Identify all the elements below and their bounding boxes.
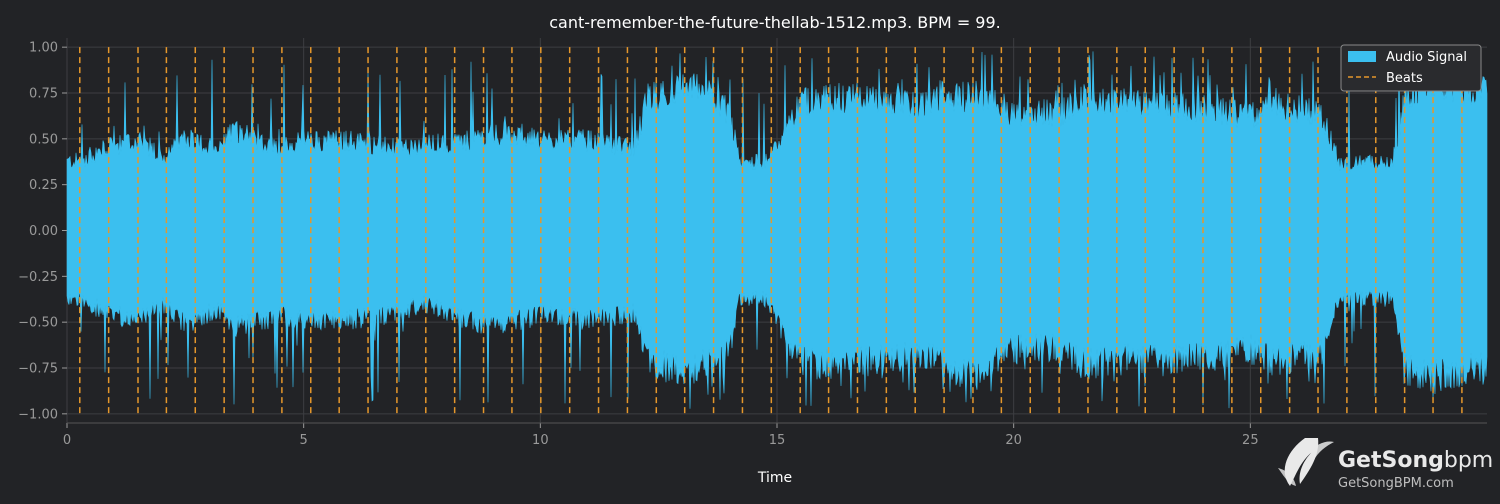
chart-title: cant-remember-the-future-thellab-1512.mp… — [549, 13, 1001, 32]
bird-logo-icon — [1278, 438, 1334, 486]
brand-getsong: GetSong — [1338, 448, 1444, 473]
x-tick-label: 10 — [532, 433, 549, 448]
x-tick-label: 15 — [769, 433, 786, 448]
brand-bpm: bpm — [1444, 448, 1493, 473]
brand-url: GetSongBPM.com — [1338, 476, 1454, 491]
y-tick-label: 0.25 — [29, 178, 58, 193]
y-tick-label: 1.00 — [29, 41, 58, 56]
axes: 1.00 0.75 0.50 0.25 0.00 −0.25 −0.50 −0.75 −1.00… — [18, 41, 1487, 448]
audio-signal-series — [66, 51, 1488, 409]
getsongbpm-watermark: GetSongbpm GetSongBPM.com — [1278, 438, 1493, 491]
audio-signal-waveform — [66, 51, 1488, 409]
brand-text: GetSongbpm — [1338, 448, 1493, 473]
y-tick-label: −0.75 — [18, 362, 58, 377]
legend: Audio Signal Beats — [1340, 44, 1482, 92]
y-tick-label: 0.50 — [29, 132, 58, 147]
y-tick-label: −1.00 — [18, 407, 58, 422]
y-tick-label: 0.75 — [29, 87, 58, 102]
legend-audio-signal-label: Audio Signal — [1386, 50, 1467, 65]
legend-beats-label: Beats — [1386, 71, 1423, 86]
beats-series — [79, 47, 1463, 414]
x-tick-label: 0 — [63, 433, 71, 448]
y-tick-label: 0.00 — [29, 224, 58, 239]
legend-audio-signal-swatch — [1348, 51, 1376, 62]
y-tick-label: −0.25 — [18, 270, 58, 285]
x-axis-label: Time — [757, 470, 792, 486]
x-tick-label: 5 — [300, 433, 308, 448]
x-tick-label: 20 — [1005, 433, 1022, 448]
y-tick-label: −0.50 — [18, 316, 58, 331]
x-tick-label: 25 — [1242, 433, 1259, 448]
